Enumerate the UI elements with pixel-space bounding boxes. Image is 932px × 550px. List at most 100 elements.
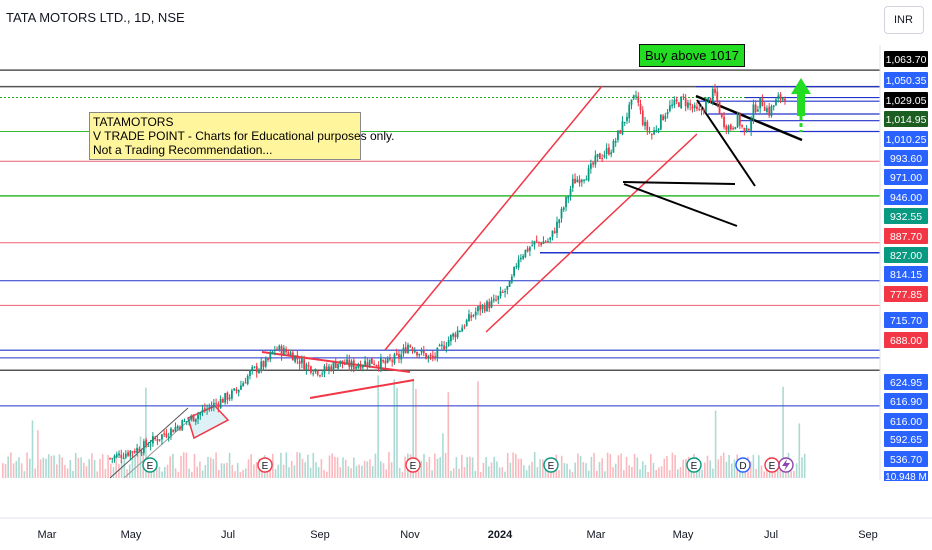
volume-bar <box>380 461 382 478</box>
candle-body <box>608 147 610 155</box>
price-axis[interactable]: 1,063.70 1,050.35 1,029.05 1,014.95 1,010.25… <box>879 45 928 483</box>
candle-body <box>538 241 540 243</box>
candle-body <box>228 397 231 399</box>
volume-bar <box>488 466 490 478</box>
candle-body <box>208 406 211 408</box>
volume-bar <box>525 470 528 478</box>
candle-body <box>348 359 351 367</box>
volume-bar <box>139 436 142 478</box>
candle-body <box>233 388 236 391</box>
svg-text:946.00: 946.00 <box>890 192 922 204</box>
volume-bar <box>331 453 333 478</box>
volume-bar <box>10 452 12 478</box>
candle-body <box>447 340 450 347</box>
svg-text:10.948 M: 10.948 M <box>885 472 927 483</box>
volume-bar <box>709 460 711 478</box>
volume-bar <box>169 456 171 478</box>
currency-button[interactable]: INR <box>884 6 924 34</box>
broadening-bottom <box>622 181 736 185</box>
x-tick-label: Jul <box>764 529 778 541</box>
volume-bar <box>758 455 760 478</box>
candle-body <box>675 99 678 102</box>
volume-bar <box>633 453 636 478</box>
candle-body <box>404 347 407 353</box>
candle-body <box>784 98 786 101</box>
volume-bar <box>174 468 177 478</box>
candle-body <box>136 447 138 453</box>
candle-body <box>492 298 495 301</box>
volume-bar <box>447 392 450 478</box>
candle-body <box>700 109 703 111</box>
volume-bar <box>639 469 641 478</box>
candles-group <box>109 83 786 464</box>
candle-body <box>194 418 197 422</box>
candle-body <box>319 375 321 377</box>
event-marker-4: E <box>686 457 702 473</box>
candle-body <box>736 113 739 127</box>
symbol-title: TATA MOTORS LTD., 1D, NSE <box>6 10 185 25</box>
volume-bar <box>717 459 720 478</box>
candle-body <box>560 208 563 219</box>
volume-bar <box>612 467 614 478</box>
volume-bar <box>177 471 180 478</box>
volume-bar <box>720 455 722 478</box>
event-marker-3: E <box>543 457 559 473</box>
candle-body <box>463 326 466 328</box>
volume-bar <box>361 465 363 478</box>
volume-bar <box>342 457 344 478</box>
candle-body <box>497 296 500 300</box>
candle-body <box>666 112 669 115</box>
candle-body <box>689 103 692 106</box>
volume-bar <box>255 462 258 478</box>
price-level-label-9: 827.00 <box>884 247 928 263</box>
event-label: E <box>548 461 555 472</box>
candle-body <box>483 305 486 312</box>
candle-body <box>188 419 190 421</box>
volume-bar <box>528 465 531 478</box>
candle-body <box>486 301 488 312</box>
volume-bar <box>304 462 306 478</box>
price-level-label-6: 946.00 <box>884 189 928 205</box>
candle-body <box>528 247 531 251</box>
price-level-label-15: 616.90 <box>884 393 928 409</box>
candle-body <box>673 100 676 106</box>
candle-body <box>255 365 258 373</box>
volume-bar <box>420 460 423 478</box>
candle-body <box>199 412 202 415</box>
candle-body <box>691 106 694 109</box>
volume-bar <box>242 469 244 478</box>
candle-body <box>138 448 141 453</box>
candle-body <box>456 330 459 338</box>
volume-bar <box>512 452 514 478</box>
volume-bar <box>671 452 674 478</box>
candle-body <box>420 349 423 353</box>
volume-bar <box>172 453 174 478</box>
candle-body <box>481 305 484 310</box>
volume-bar <box>482 462 485 478</box>
volume-bar <box>120 460 123 478</box>
candle-body <box>300 358 303 364</box>
price-level-label-10: 814.15 <box>884 266 928 282</box>
candle-body <box>696 106 698 110</box>
volume-bar <box>628 465 630 478</box>
volume-bar <box>185 452 188 478</box>
candle-body <box>278 345 281 351</box>
volume-bar <box>355 465 358 478</box>
time-axis[interactable]: Mar May Jul Sep Nov 2024 Mar May Jul Sep <box>0 517 932 541</box>
volume-bar <box>614 463 617 478</box>
candle-body <box>729 124 732 130</box>
candle-body <box>619 130 622 134</box>
candle-body <box>237 389 240 393</box>
channel-upper-left <box>123 413 197 479</box>
candle-body <box>470 315 473 318</box>
candle-body <box>422 350 425 354</box>
candle-body <box>303 359 306 370</box>
volume-bar <box>45 458 47 478</box>
candle-body <box>605 148 608 155</box>
volume-bar <box>485 457 487 478</box>
candle-body <box>641 110 644 125</box>
volume-bar <box>701 469 703 478</box>
volume-bar <box>582 462 585 478</box>
volume-bar <box>531 461 533 478</box>
